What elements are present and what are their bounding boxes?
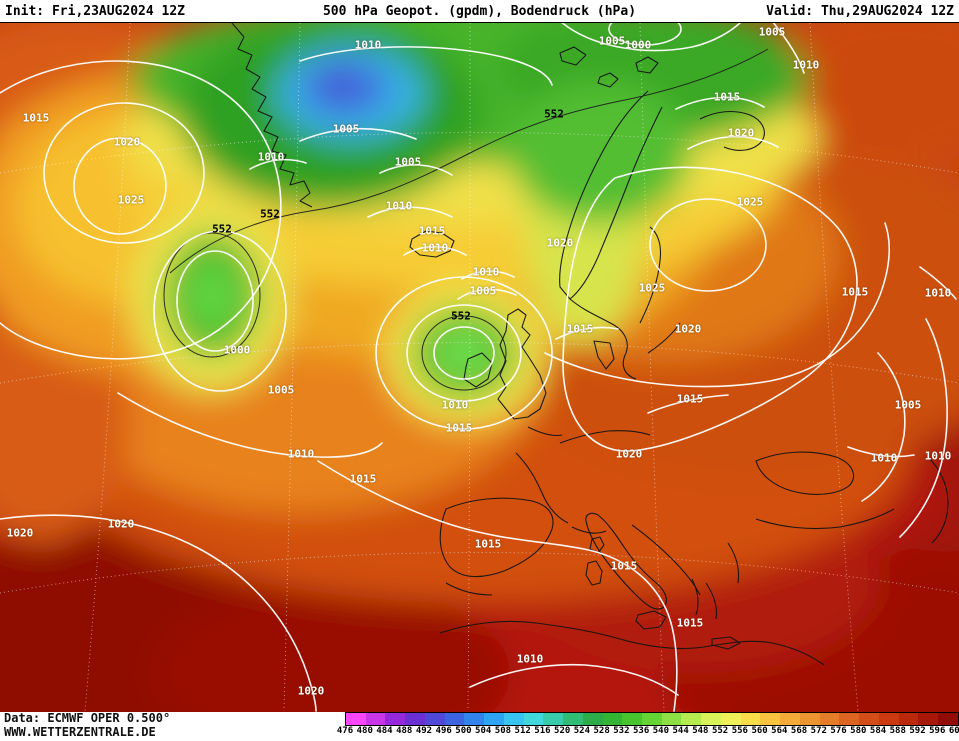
colorbar-segment — [760, 713, 781, 725]
data-source: Data: ECMWF OPER 0.500° — [4, 711, 171, 725]
colorbar-tick: 496 — [435, 726, 452, 736]
colorbar-segment — [385, 713, 406, 725]
footer-text: Data: ECMWF OPER 0.500° WWW.WETTERZENTRA… — [4, 711, 170, 739]
colorbar-segment — [642, 713, 662, 725]
colorbar-tick: 504 — [475, 726, 492, 736]
colorbar-segment — [878, 713, 899, 725]
colorbar-segment — [424, 713, 445, 725]
height-contours — [163, 48, 769, 391]
valid-time: Valid: Thu,29AUG2024 12Z — [766, 3, 954, 19]
colorbar-tick: 564 — [771, 726, 788, 736]
website: WWW.WETTERZENTRALE.DE — [4, 725, 156, 739]
colorbar-segment — [622, 713, 643, 725]
colorbar-tick: 536 — [632, 726, 650, 736]
colorbar — [345, 712, 959, 726]
colorbar-tick: 484 — [376, 726, 393, 736]
map-svg — [0, 23, 959, 712]
colorbar-segment — [563, 713, 583, 725]
colorbar-segment — [346, 713, 366, 725]
colorbar-segment — [602, 713, 623, 725]
colorbar-segment — [918, 713, 939, 725]
colorbar-segment — [859, 713, 879, 725]
map-color-fill — [0, 23, 959, 712]
colorbar-segment — [484, 713, 504, 725]
colorbar-tick: 532 — [613, 726, 630, 736]
colorbar-tick: 580 — [850, 726, 867, 736]
colorbar-tick: 576 — [830, 726, 847, 736]
colorbar-tick: 528 — [593, 726, 610, 736]
colorbar-segment — [701, 713, 721, 725]
colorbar-segment — [444, 713, 465, 725]
colorbar-tick: 556 — [731, 726, 748, 736]
colorbar-tick-labels: 476 480 484 488 492 496 500 504 508 512 516 520 524 5… — [337, 726, 959, 738]
init-time: Init: Fri,23AUG2024 12Z — [5, 3, 186, 19]
colorbar-tick: 488 — [396, 726, 413, 736]
colorbar-tick: 592 — [909, 726, 926, 736]
colorbar-tick: 548 — [692, 726, 709, 736]
colorbar-tick: 512 — [514, 726, 531, 736]
colorbar-segment — [661, 713, 682, 725]
colorbar-tick: 568 — [790, 726, 808, 736]
colorbar-tick: 476 — [336, 726, 354, 736]
colorbar-tick: 600 — [948, 726, 959, 736]
colorbar-tick: 572 — [810, 726, 827, 736]
colorbar-tick: 480 — [356, 726, 373, 736]
colorbar-tick: 584 — [869, 726, 887, 736]
colorbar-tick: 500 — [455, 726, 472, 736]
colorbar-segment — [780, 713, 800, 725]
colorbar-segment — [523, 713, 544, 725]
colorbar-tick: 492 — [415, 726, 433, 736]
colorbar-segment — [720, 713, 741, 725]
colorbar-tick: 596 — [929, 726, 946, 736]
colorbar-segment — [464, 713, 485, 725]
colorbar-segment — [543, 713, 564, 725]
colorbar-tick: 544 — [672, 726, 689, 736]
colorbar-segment — [365, 713, 386, 725]
colorbar-segment — [582, 713, 603, 725]
isobars — [0, 23, 957, 712]
header-bar: Init: Fri,23AUG2024 12Z 500 hPa Geopot. … — [0, 0, 959, 22]
colorbar-tick: 588 — [889, 726, 906, 736]
colorbar-tick: 560 — [751, 726, 768, 736]
weather-map: 1010 1005 1000 1005 1010 1015 1020 1015 1020 1025… — [0, 22, 959, 712]
colorbar-tick: 524 — [573, 726, 591, 736]
map-title: 500 hPa Geopot. (gpdm), Bodendruck (hPa) — [322, 3, 637, 19]
colorbar-segment — [681, 713, 702, 725]
coastlines — [231, 23, 949, 666]
colorbar-segment — [405, 713, 425, 725]
colorbar-tick: 520 — [554, 726, 571, 736]
colorbar-segment — [839, 713, 860, 725]
colorbar-tick: 540 — [652, 726, 669, 736]
colorbar-segment — [938, 713, 958, 725]
colorbar-segment — [898, 713, 919, 725]
colorbar-segment — [503, 713, 524, 725]
colorbar-tick: 516 — [534, 726, 551, 736]
colorbar-segment — [819, 713, 840, 725]
colorbar-segment — [740, 713, 761, 725]
colorbar-tick: 508 — [494, 726, 512, 736]
colorbar-segment — [799, 713, 820, 725]
colorbar-tick: 552 — [711, 726, 729, 736]
